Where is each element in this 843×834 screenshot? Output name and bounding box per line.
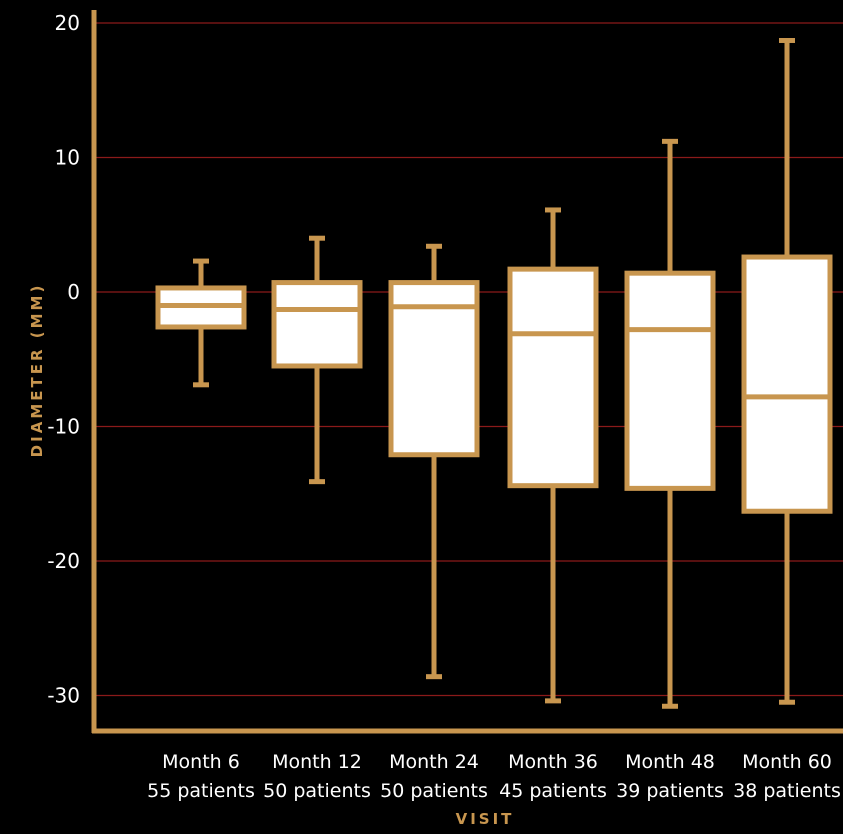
x-category-sublabel: 50 patients [380, 780, 488, 802]
x-category-sublabel: 50 patients [263, 780, 371, 802]
x-category-label: Month 60 [742, 751, 832, 773]
y-tick-labels: 20 10 0 -10 -20 -30 [47, 11, 80, 708]
y-tick-label: -10 [47, 415, 80, 439]
y-axis-title: DIAMETER (MM) [28, 283, 46, 458]
x-category-label: Month 24 [389, 751, 479, 773]
x-category-sublabel: 38 patients [733, 780, 841, 802]
box-4 [507, 207, 599, 704]
box-iqr [271, 280, 363, 369]
box-iqr [741, 254, 833, 514]
x-category-sublabel: 45 patients [499, 780, 607, 802]
box-2 [271, 235, 363, 485]
box-series [155, 37, 833, 709]
box-1 [155, 258, 247, 388]
y-tick-label: 0 [67, 280, 80, 304]
x-category-label: Month 6 [162, 751, 240, 773]
y-tick-label: 10 [55, 146, 80, 170]
y-tick-label: -20 [47, 549, 80, 573]
x-category-label: Month 48 [625, 751, 715, 773]
x-category-label: Month 36 [508, 751, 598, 773]
box-6 [741, 37, 833, 705]
box-iqr [507, 266, 599, 489]
x-category-labels: Month 6 55 patients Month 12 50 patients Mon… [147, 751, 841, 802]
x-category-sublabel: 55 patients [147, 780, 255, 802]
box-5 [624, 138, 716, 709]
box-3 [388, 243, 480, 680]
axes [91, 10, 843, 734]
box-iqr [388, 280, 480, 458]
y-tick-label: 20 [55, 11, 80, 35]
y-tick-label: -30 [47, 684, 80, 708]
x-category-label: Month 12 [272, 751, 362, 773]
x-axis-title: VISIT [456, 810, 515, 828]
box-iqr [624, 270, 716, 491]
x-category-sublabel: 39 patients [616, 780, 724, 802]
